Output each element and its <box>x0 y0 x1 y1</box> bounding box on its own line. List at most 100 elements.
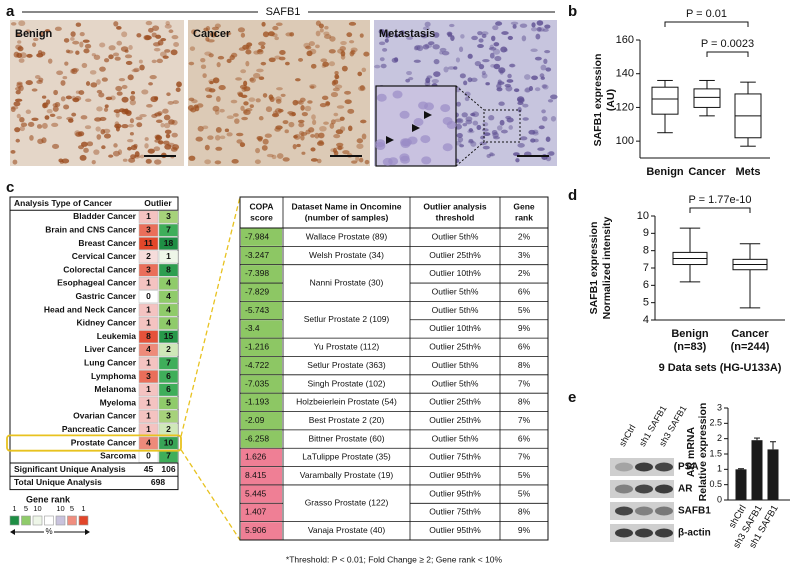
nucleus <box>274 127 281 132</box>
legend-tick: 1 <box>12 504 16 513</box>
nucleus <box>339 45 346 52</box>
nucleus <box>197 125 204 132</box>
cell-value: 7 <box>166 225 171 235</box>
nucleus <box>147 148 155 154</box>
nucleus <box>280 93 286 98</box>
nucleus <box>519 23 528 28</box>
copa-score: 1.407 <box>245 507 267 517</box>
nucleus <box>467 53 473 59</box>
cell-value: 3 <box>166 411 171 421</box>
nucleus <box>544 50 551 54</box>
nucleus <box>122 158 128 162</box>
nucleus <box>253 50 260 55</box>
nucleus <box>278 56 286 61</box>
rank-cell <box>158 277 179 290</box>
legend-swatch <box>9 515 20 526</box>
nucleus <box>191 29 197 35</box>
score-cell <box>241 485 282 503</box>
nucleus <box>85 98 92 102</box>
nucleus <box>219 135 226 140</box>
nucleus <box>75 131 83 137</box>
score-cell <box>241 338 282 356</box>
band-label: SAFB1 <box>678 506 711 517</box>
nucleus <box>215 96 221 102</box>
nucleus <box>258 41 266 46</box>
nucleus <box>382 48 388 52</box>
nucleus <box>509 63 516 68</box>
y-tick-label: 4 <box>643 314 649 326</box>
nucleus <box>530 48 538 53</box>
footnote: *Threshold: P < 0.01; Fold Change ≥ 2; G… <box>286 554 503 564</box>
band <box>615 506 633 516</box>
nucleus <box>145 20 153 26</box>
nucleus <box>243 80 248 87</box>
nucleus <box>129 95 136 101</box>
dataset-name: Vanaja Prostate (40) <box>308 525 385 535</box>
nucleus <box>501 31 509 35</box>
nucleus <box>400 30 405 36</box>
nucleus <box>32 42 37 47</box>
nucleus <box>163 122 171 129</box>
rank-cell <box>138 396 159 410</box>
nucleus <box>139 154 145 159</box>
nucleus <box>164 24 172 29</box>
cancer-type: Melanoma <box>94 384 136 394</box>
nucleus <box>301 112 308 117</box>
nucleus <box>258 76 265 81</box>
nucleus <box>482 59 490 63</box>
nucleus <box>14 98 23 102</box>
nucleus <box>333 112 339 117</box>
nucleus <box>394 34 399 38</box>
nucleus <box>262 93 268 98</box>
score-cell <box>241 265 282 283</box>
nucleus <box>71 68 78 75</box>
nucleus <box>342 150 350 155</box>
nucleus <box>160 51 167 57</box>
score-cell <box>241 228 282 246</box>
nucleus <box>226 58 232 64</box>
nucleus <box>96 79 101 85</box>
y-tick-label: 120 <box>616 101 634 113</box>
connector <box>180 196 241 437</box>
arrowhead <box>424 111 432 119</box>
rank-cell <box>138 383 159 397</box>
nucleus <box>214 160 222 165</box>
cancer-type: Lymphoma <box>91 371 136 381</box>
nucleus <box>207 39 215 43</box>
nucleus <box>287 111 294 115</box>
nucleus <box>358 157 364 163</box>
nucleus <box>517 107 522 113</box>
nucleus <box>536 27 542 32</box>
nucleus <box>376 93 387 102</box>
nucleus <box>215 134 221 141</box>
nucleus <box>315 30 321 37</box>
threshold: Outlier 95th% <box>429 470 481 480</box>
nucleus <box>204 87 213 92</box>
nucleus <box>284 61 290 66</box>
threshold: Outlier 5th% <box>432 305 479 315</box>
nucleus <box>224 128 230 133</box>
nucleus <box>433 71 441 77</box>
band <box>655 528 673 538</box>
nucleus <box>188 155 196 161</box>
nucleus <box>334 118 342 123</box>
nucleus <box>231 52 238 58</box>
score-cell <box>241 522 282 540</box>
nucleus <box>321 64 327 69</box>
nucleus <box>156 134 161 140</box>
nucleus <box>485 82 490 86</box>
nucleus <box>318 132 325 139</box>
nucleus <box>348 21 357 26</box>
nucleus <box>272 25 279 31</box>
nucleus <box>139 113 147 118</box>
nucleus <box>495 21 503 26</box>
nucleus <box>118 108 126 113</box>
nucleus <box>497 81 505 85</box>
nucleus <box>176 81 182 88</box>
nucleus <box>391 57 399 63</box>
rank-cell <box>158 210 179 224</box>
band <box>655 462 673 472</box>
rank-cell <box>138 303 159 317</box>
dataset-name: Varambally Prostate (19) <box>300 470 394 480</box>
cell-value: 1 <box>146 424 151 434</box>
